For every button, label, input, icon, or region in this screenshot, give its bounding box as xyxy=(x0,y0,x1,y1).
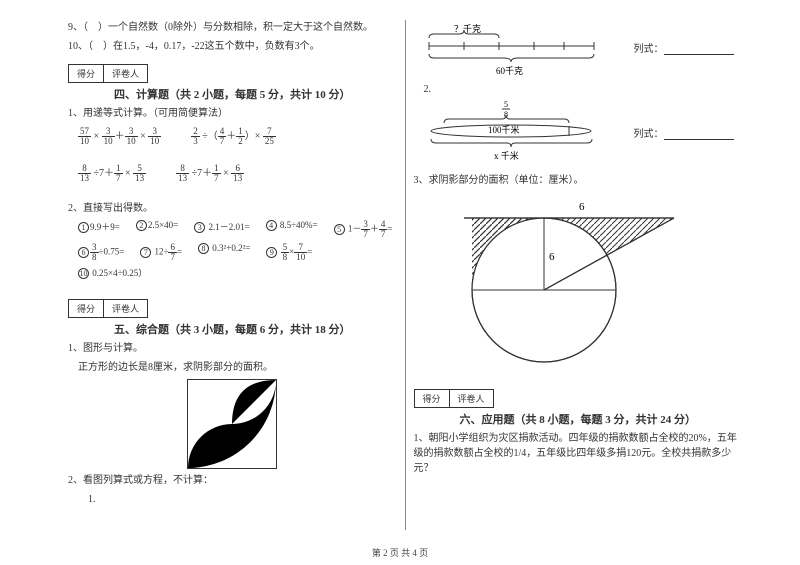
score-box-sec6: 得分 评卷人 xyxy=(414,389,494,408)
circle-radius-label: 6 xyxy=(549,251,555,263)
fig1-top-label: ？千克 xyxy=(454,24,481,34)
mental-item: 22.5×40= xyxy=(136,220,178,239)
fig2-mid-label: 100千米 xyxy=(488,124,520,135)
page-container: 9、（ ）一个自然数（0除外）与分数相除，积一定大于这个自然数。 10、（ ）在… xyxy=(0,0,800,530)
section-6-title: 六、应用题（共 8 小题，每题 3 分，共计 24 分） xyxy=(414,411,743,427)
expression-2a: 813 ÷7＋17 × 513 xyxy=(78,164,146,183)
mental-item: 3 2.1－2.01= xyxy=(194,220,249,239)
expression-2b: 813 ÷7＋17 × 613 xyxy=(176,164,244,183)
sec5-q2: 2、看图列算式或方程，不计算： xyxy=(68,473,397,488)
mental-item: 10 0.25×4÷0.25） xyxy=(78,266,147,279)
mental-item: 5 1－37＋47= xyxy=(334,220,393,239)
grader-label: 评卷人 xyxy=(450,390,493,407)
question-9: 9、（ ）一个自然数（0除外）与分数相除，积一定大于这个自然数。 xyxy=(68,20,397,35)
circle-top-label: 6 xyxy=(579,201,585,213)
mental-item: 9 58×710= xyxy=(266,243,312,262)
sec6-q1: 1、朝阳小学组织为灾区捐款活动。四年级的捐款数额占全校的20%，五年级的捐款数额… xyxy=(414,431,743,476)
score-box-sec5: 得分 评卷人 xyxy=(68,299,148,318)
sec5-q1-text: 正方形的边长是8厘米，求阴影部分的面积。 xyxy=(78,360,397,375)
fig2-bottom-label: x 千米 xyxy=(494,150,519,161)
score-label: 得分 xyxy=(69,65,104,82)
mental-row-1: 19.9＋9= 22.5×40= 3 2.1－2.01= 4 8.5÷40%= … xyxy=(78,220,397,239)
mental-item: 7 12÷67= xyxy=(140,243,182,262)
score-label: 得分 xyxy=(415,390,450,407)
sub-1: 1. xyxy=(88,492,397,507)
score-label: 得分 xyxy=(69,300,104,317)
score-box-sec4: 得分 评卷人 xyxy=(68,64,148,83)
leaf-figure xyxy=(187,379,277,469)
expr-row-1: 5710 × 310＋310 × 310 23 ÷（47＋12）× 725 xyxy=(78,127,397,146)
fig1-prompt: 列式： xyxy=(634,40,734,55)
expr-row-2: 813 ÷7＋17 × 513 813 ÷7＋17 × 613 xyxy=(78,164,397,183)
sec4-q1: 1、用递等式计算。（可用简便算法） xyxy=(68,106,397,121)
q3: 3、求阴影部分的面积（单位：厘米）。 xyxy=(414,173,743,188)
page-footer: 第 2 页 共 4 页 xyxy=(0,546,800,559)
mental-item: 8 0.3²+0.2²= xyxy=(198,243,250,262)
sec4-q2: 2、直接写出得数。 xyxy=(68,201,397,216)
sub-2: 2. xyxy=(424,82,743,97)
section-5-title: 五、综合题（共 3 小题，每题 6 分，共计 18 分） xyxy=(68,321,397,337)
grader-label: 评卷人 xyxy=(104,65,147,82)
circle-figure: 6 6 xyxy=(444,200,684,380)
mental-item: 4 8.5÷40%= xyxy=(266,220,318,239)
bracket-figure-2: 5 8 100千米 x 千米 列式： xyxy=(424,101,743,165)
expression-1b: 23 ÷（47＋12）× 725 xyxy=(191,127,276,146)
fig1-bottom-label: 60千克 xyxy=(496,66,523,76)
question-10: 10、（ ）在1.5，-4，0.17，-22这五个数中，负数有3个。 xyxy=(68,39,397,54)
right-column: ？千克 60千克 列式： 2. 5 8 xyxy=(406,20,751,530)
fig2-prompt: 列式： xyxy=(634,125,734,140)
mental-item: 19.9＋9= xyxy=(78,220,120,239)
expression-1a: 5710 × 310＋310 × 310 xyxy=(78,127,161,146)
sec5-q1: 1、图形与计算。 xyxy=(68,341,397,356)
section-4-title: 四、计算题（共 2 小题，每题 5 分，共计 10 分） xyxy=(68,86,397,102)
bracket-figure-1: ？千克 60千克 列式： xyxy=(424,24,743,74)
left-column: 9、（ ）一个自然数（0除外）与分数相除，积一定大于这个自然数。 10、（ ）在… xyxy=(60,20,406,530)
mental-row-2: 638÷0.75= 7 12÷67= 8 0.3²+0.2²= 9 58×710… xyxy=(78,243,397,279)
grader-label: 评卷人 xyxy=(104,300,147,317)
fig2-top-n: 5 xyxy=(504,100,508,109)
mental-item: 638÷0.75= xyxy=(78,243,124,262)
